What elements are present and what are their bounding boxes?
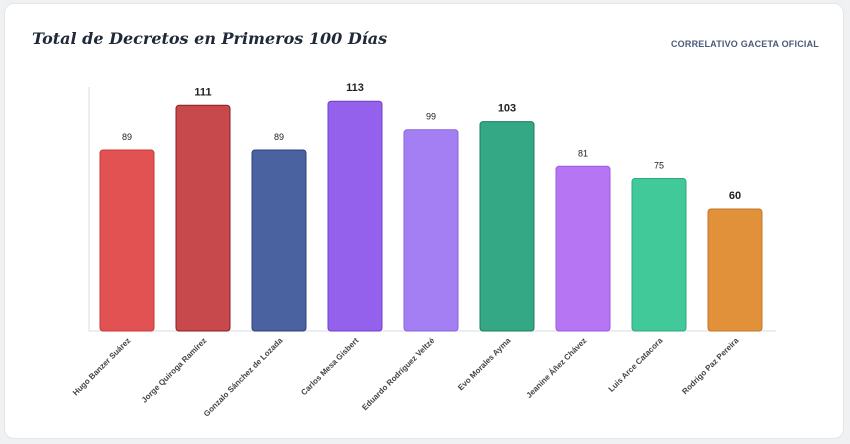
category-label-4: Carlos Mesa Gisbert — [299, 336, 360, 397]
value-label-8: 75 — [654, 161, 664, 171]
bar-4[interactable] — [327, 100, 383, 332]
bar-5[interactable] — [403, 129, 459, 332]
value-label-6: 103 — [498, 103, 516, 115]
bar-2[interactable] — [175, 104, 231, 332]
category-label-8: Luis Arce Catacora — [607, 336, 665, 394]
category-label-2: Jorge Quiroga Ramírez — [140, 336, 209, 405]
value-label-1: 89 — [122, 132, 132, 142]
value-label-7: 81 — [578, 148, 588, 158]
value-label-3: 89 — [274, 132, 284, 142]
category-label-6: Evo Morales Ayma — [456, 336, 513, 393]
bar-3[interactable] — [251, 149, 307, 332]
bar-7[interactable] — [555, 165, 611, 332]
category-label-1: Hugo Banzer Suárez — [71, 336, 132, 397]
category-label-9: Rodrigo Paz Pereira — [680, 336, 741, 397]
bar-6[interactable] — [479, 121, 535, 332]
category-label-5: Eduardo Rodríguez Veltzé — [360, 336, 437, 413]
category-label-7: Jeanine Áñez Chávez — [525, 336, 589, 400]
chart-title: Total de Decretos en Primeros 100 Días — [32, 29, 388, 48]
bar-9[interactable] — [707, 208, 763, 332]
category-label-3: Gonzalo Sánchez de Lozada — [202, 336, 285, 419]
value-label-4: 113 — [346, 82, 364, 94]
source-link[interactable]: CORRELATIVO GACETA OFICIAL — [670, 39, 819, 49]
bars-layer: 89 Hugo Banzer Suárez 111 Jorge Quiroga Ram… — [71, 82, 763, 419]
value-label-9: 60 — [729, 190, 741, 202]
bar-1[interactable] — [99, 149, 155, 332]
bar-8[interactable] — [631, 178, 687, 332]
value-label-5: 99 — [426, 112, 436, 122]
value-label-2: 111 — [194, 86, 211, 98]
